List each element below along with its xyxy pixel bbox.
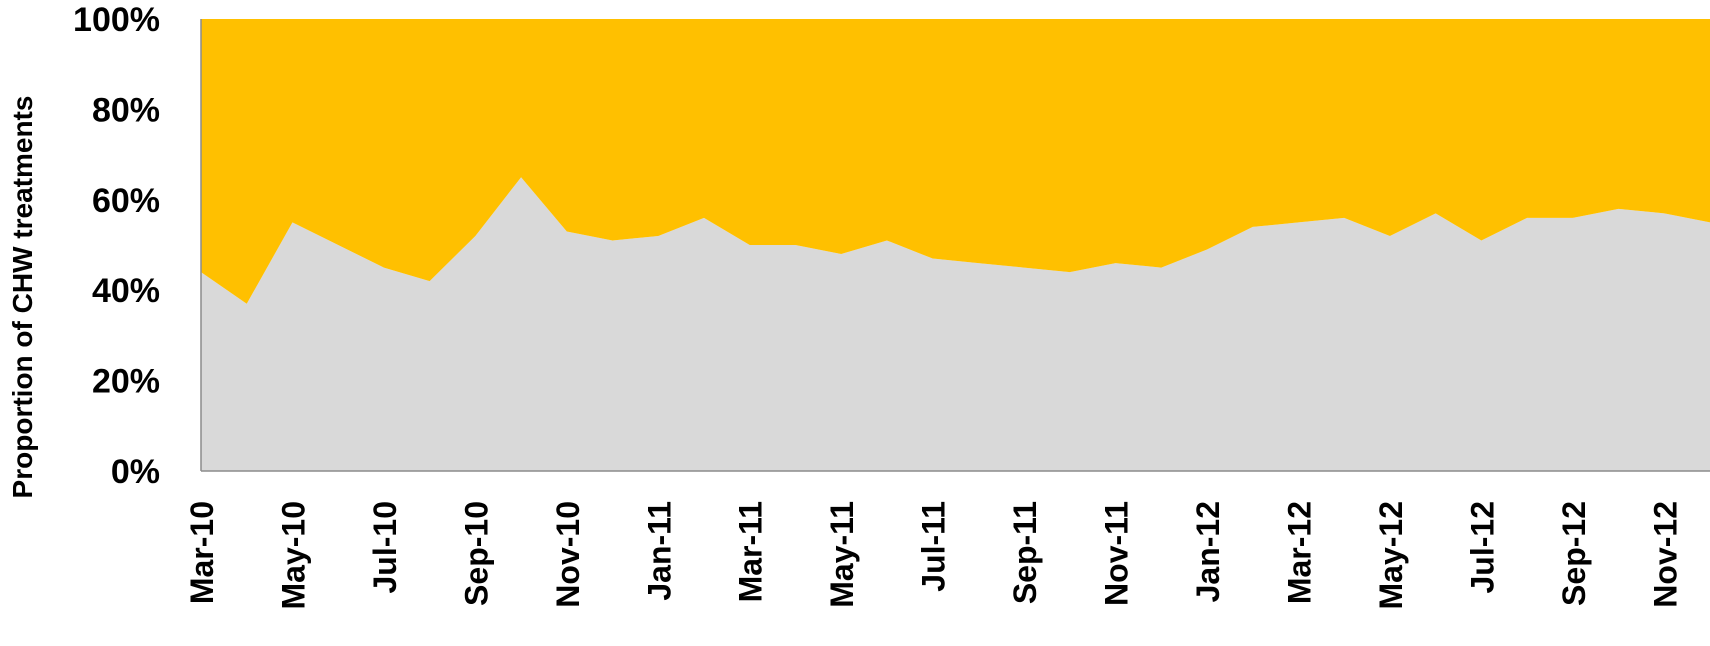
y-tick-label: 100% [73, 1, 160, 39]
y-tick-label: 40% [92, 272, 160, 310]
x-tick-label: Nov-10 [550, 501, 586, 608]
x-tick-label: Sep-11 [1007, 501, 1043, 604]
x-tick-label: Mar-12 [1281, 501, 1317, 604]
x-tick-label: Mar-11 [733, 501, 769, 602]
y-tick-label: 0% [111, 453, 160, 491]
x-tick-label: Mar-10 [184, 501, 220, 604]
x-tick-label: Jul-11 [916, 501, 952, 592]
y-tick-label: 20% [92, 363, 160, 401]
y-axis-title: Proportion of CHW treatments [7, 96, 38, 499]
x-tick-label: Nov-11 [1099, 501, 1135, 606]
plot-area [201, 19, 1710, 471]
x-tick-label: Jul-10 [367, 501, 403, 593]
x-tick-label: Sep-12 [1556, 501, 1592, 606]
x-tick-label: Nov-12 [1647, 501, 1683, 608]
x-tick-label: Sep-10 [458, 501, 494, 606]
x-tick-label: May-11 [824, 501, 860, 608]
x-tick-label: Jul-12 [1464, 501, 1500, 593]
area-series-1 [201, 177, 1710, 471]
y-tick-label: 60% [92, 182, 160, 220]
y-tick-label: 80% [92, 91, 160, 129]
x-tick-label: May-12 [1373, 501, 1409, 610]
x-tick-label: May-10 [275, 501, 311, 610]
y-tick-labels: 0% 20% 40% 60% 80% 100% [73, 1, 160, 491]
area-series-2 [201, 19, 1710, 304]
x-tick-label: Jan-11 [641, 501, 677, 601]
x-tick-labels: Mar-10 May-10 Jul-10 Sep-10 Nov-10 Jan-11 Mar-… [184, 501, 1683, 610]
axes [200, 19, 1710, 472]
x-tick-label: Jan-12 [1190, 501, 1226, 602]
